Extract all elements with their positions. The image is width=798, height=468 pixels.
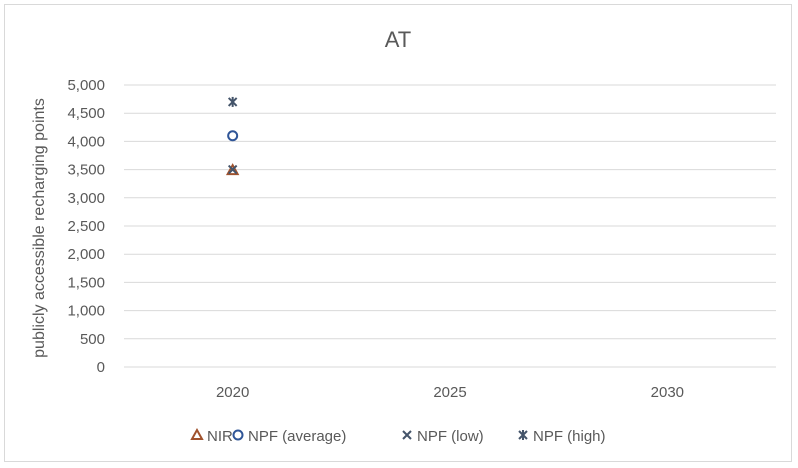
y-tick-label: 1,000 (67, 303, 105, 320)
data-point (227, 96, 238, 107)
y-tick-label: 4,500 (67, 105, 105, 122)
legend-marker (190, 427, 204, 440)
legend-label: NIR (207, 428, 233, 445)
x-tick-labels: 2020 2025 2030 (216, 384, 684, 401)
data-points (225, 96, 240, 176)
legend-label: NPF (high) (533, 428, 606, 445)
chart-frame (4, 4, 792, 462)
x-tick-label: 2025 (433, 384, 466, 401)
chart-title: AT (385, 27, 411, 52)
y-tick-label: 3,500 (67, 162, 105, 179)
legend-label: NPF (average) (248, 428, 346, 445)
y-tick-labels: 0 500 1,000 1,500 2,000 2,500 3,000 3,500 4,000 4… (67, 77, 105, 376)
x-tick-label: 2030 (651, 384, 684, 401)
gridlines (124, 84, 776, 368)
data-point (227, 164, 238, 175)
legend: NIR NPF (average) NPF (low) NPF (high) (190, 427, 606, 445)
y-tick-label: 2,000 (67, 246, 105, 263)
y-axis-label: publicly accessible recharging points (31, 98, 48, 358)
legend-marker (402, 430, 412, 440)
y-tick-label: 5,000 (67, 77, 105, 94)
y-tick-label: 4,000 (67, 133, 105, 150)
y-tick-label: 0 (97, 359, 105, 376)
legend-marker (232, 429, 244, 441)
data-point (227, 130, 239, 142)
legend-label: NPF (low) (417, 428, 484, 445)
y-tick-label: 2,500 (67, 218, 105, 235)
legend-marker (518, 430, 528, 440)
y-tick-label: 3,000 (67, 190, 105, 207)
y-tick-label: 1,500 (67, 274, 105, 291)
x-tick-label: 2020 (216, 384, 249, 401)
data-point (225, 163, 240, 176)
y-tick-label: 500 (80, 331, 105, 348)
